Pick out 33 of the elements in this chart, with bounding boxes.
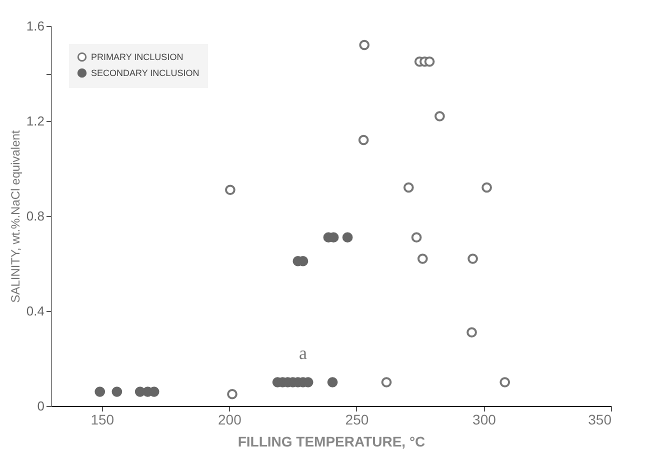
y-tick-label: 0.8 [26, 208, 44, 224]
y-tick-label: 0.4 [26, 304, 44, 318]
point [227, 388, 238, 400]
point [434, 111, 445, 122]
x-tick-label: 250 [345, 412, 369, 428]
point [342, 232, 353, 243]
y-tick-label: 0 [37, 398, 44, 414]
point [468, 254, 478, 264]
y-tick-label: 1.2 [26, 114, 44, 128]
point [327, 377, 338, 388]
x-tick-label: 150 [90, 412, 114, 428]
point [417, 254, 428, 264]
x-tick-label: 350 [588, 412, 612, 428]
point [424, 56, 435, 67]
point [112, 386, 122, 397]
point [225, 184, 236, 196]
point [359, 40, 370, 50]
legend-label: SECONDARY INCLUSION [91, 68, 200, 78]
point [358, 134, 369, 146]
point [403, 182, 414, 193]
x-tick-label: 200 [218, 412, 242, 428]
annotation: a [299, 343, 307, 363]
point [411, 232, 422, 243]
point [482, 182, 492, 193]
point [381, 377, 392, 388]
y-axis-title: SALINITY, wt.%.NaCl equivalent [8, 130, 22, 303]
y-tick-label: 1.6 [26, 18, 44, 34]
legend-label: PRIMARY INCLUSION [91, 52, 184, 62]
x-tick-label: 300 [472, 412, 496, 428]
point [466, 327, 477, 338]
point [94, 386, 106, 397]
x-axis-title: FILLING TEMPERATURE, °C [238, 434, 426, 450]
point [500, 377, 510, 388]
